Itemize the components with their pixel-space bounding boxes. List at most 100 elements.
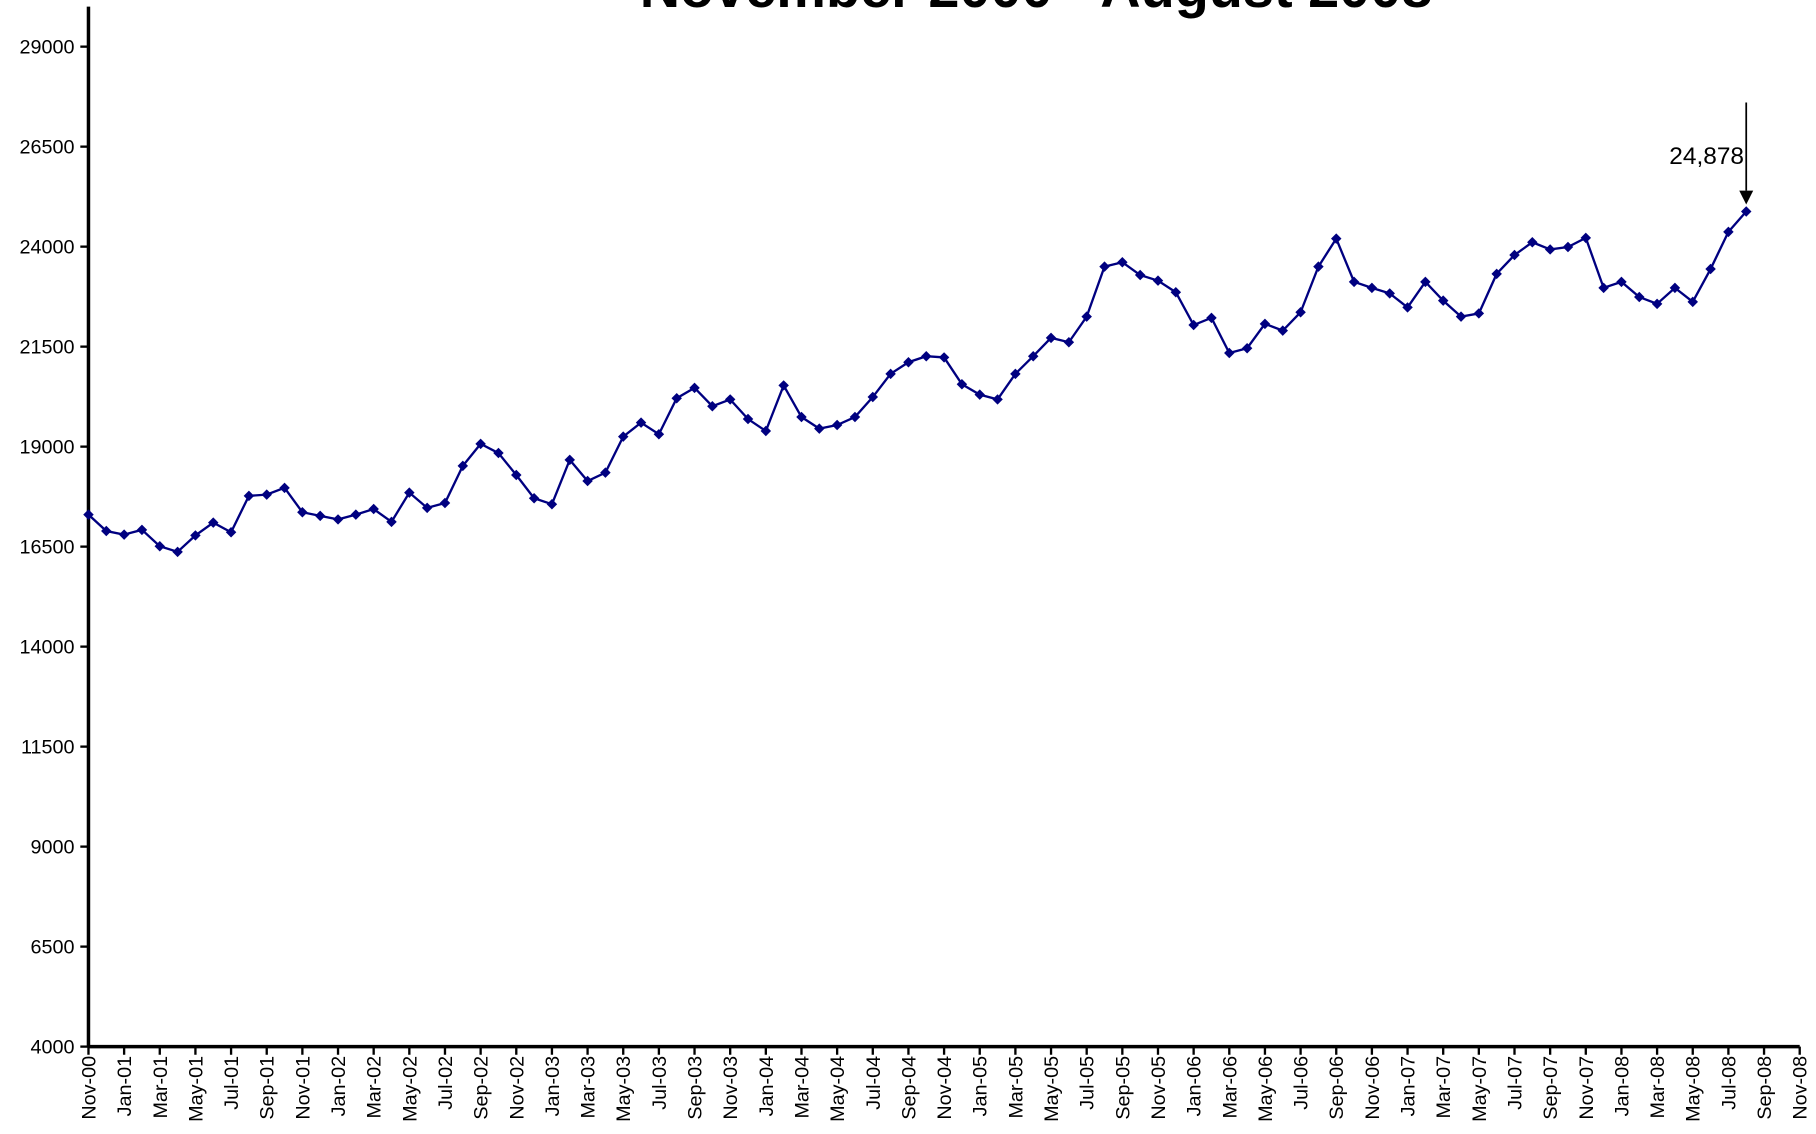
x-tick-label: May-04 xyxy=(827,1056,849,1122)
x-tick-label: Nov-00 xyxy=(78,1056,100,1120)
x-tick-label: Sep-02 xyxy=(471,1056,493,1120)
x-tick-label: Jul-04 xyxy=(863,1056,885,1110)
data-point xyxy=(1705,263,1716,275)
data-point xyxy=(653,428,665,440)
data-point xyxy=(136,524,148,536)
data-point xyxy=(1206,312,1217,324)
data-point xyxy=(1295,306,1306,318)
y-tick-label: 29000 xyxy=(20,37,75,59)
x-tick-label: Mar-04 xyxy=(791,1056,813,1119)
arrow-head xyxy=(1739,190,1754,205)
data-point xyxy=(1366,282,1378,294)
x-tick-label: May-05 xyxy=(1041,1056,1063,1122)
data-point xyxy=(1598,282,1609,294)
data-point xyxy=(1580,232,1592,244)
data-point xyxy=(225,526,237,538)
data-point xyxy=(1259,318,1271,330)
data-point xyxy=(1277,325,1289,336)
data-point xyxy=(243,490,255,502)
data-point xyxy=(511,469,522,481)
data-point xyxy=(1723,226,1734,238)
data-point xyxy=(1687,296,1698,308)
data-point xyxy=(1134,269,1146,281)
data-point xyxy=(1313,261,1324,272)
x-tick-label: Jul-03 xyxy=(649,1056,671,1110)
data-point xyxy=(1420,276,1431,288)
x-tick-label: May-06 xyxy=(1255,1056,1277,1122)
x-tick-label: Jan-01 xyxy=(114,1056,136,1116)
data-point xyxy=(1509,249,1520,261)
data-point xyxy=(297,506,308,518)
x-tick-label: Sep-06 xyxy=(1326,1056,1348,1120)
data-point xyxy=(190,530,201,541)
x-tick-label: Nov-03 xyxy=(720,1056,742,1120)
data-point xyxy=(992,394,1003,405)
data-point xyxy=(1402,302,1413,313)
x-tick-label: May-02 xyxy=(399,1056,421,1122)
data-point xyxy=(368,503,379,515)
y-tick-label: 11500 xyxy=(21,737,75,759)
data-point xyxy=(546,498,558,510)
x-tick-label: Jul-07 xyxy=(1504,1056,1526,1110)
x-tick-label: May-01 xyxy=(185,1056,207,1122)
data-point xyxy=(1152,275,1164,286)
data-point xyxy=(1170,286,1182,298)
data-point xyxy=(208,517,219,528)
data-point xyxy=(831,419,843,431)
data-point xyxy=(1491,268,1502,280)
x-tick-label: May-08 xyxy=(1683,1056,1705,1122)
x-tick-label: Jul-05 xyxy=(1077,1056,1099,1110)
data-point xyxy=(635,417,647,428)
data-point xyxy=(404,487,415,498)
data-point xyxy=(1740,206,1752,217)
data-point xyxy=(154,540,166,552)
x-tick-label: Jan-02 xyxy=(328,1056,350,1116)
data-point xyxy=(778,380,789,391)
y-tick-label: 4000 xyxy=(31,1037,75,1059)
data-point xyxy=(1473,308,1485,319)
data-point xyxy=(1331,233,1342,244)
x-tick-label: Mar-03 xyxy=(578,1056,600,1119)
data-point xyxy=(1384,288,1395,299)
data-point xyxy=(1099,261,1110,272)
x-tick-label: Jul-08 xyxy=(1718,1056,1740,1110)
data-point xyxy=(350,509,362,520)
data-point xyxy=(1348,276,1360,288)
x-tick-label: Nov-07 xyxy=(1576,1056,1598,1120)
y-tick-label: 9000 xyxy=(31,837,75,859)
x-tick-label: Nov-01 xyxy=(292,1056,314,1120)
data-point xyxy=(475,438,486,450)
x-tick-label: Nov-02 xyxy=(506,1056,528,1120)
data-point xyxy=(1562,241,1574,253)
x-tick-label: Jul-01 xyxy=(221,1056,243,1110)
data-point xyxy=(1455,311,1467,322)
data-point xyxy=(974,389,985,400)
data-point xyxy=(1669,282,1681,294)
x-tick-label: Mar-08 xyxy=(1647,1056,1669,1119)
x-tick-label: Nov-05 xyxy=(1148,1056,1170,1120)
series-line xyxy=(87,210,1748,554)
data-point xyxy=(1045,332,1057,344)
x-tick-label: Mar-05 xyxy=(1005,1056,1027,1119)
data-point xyxy=(671,392,682,404)
x-tick-label: Jan-06 xyxy=(1184,1056,1206,1116)
x-tick-label: Mar-07 xyxy=(1433,1056,1455,1119)
x-tick-label: Nov-04 xyxy=(934,1056,956,1120)
x-tick-label: Sep-01 xyxy=(257,1056,279,1120)
data-point xyxy=(314,510,326,522)
data-point xyxy=(261,489,272,500)
data-point xyxy=(564,454,575,466)
data-point xyxy=(279,482,290,494)
x-tick-label: Jan-03 xyxy=(542,1056,564,1116)
x-tick-label: Nov-06 xyxy=(1362,1056,1384,1120)
data-point xyxy=(814,423,825,434)
x-tick-label: Jul-06 xyxy=(1291,1056,1313,1110)
x-tick-label: Nov-08 xyxy=(1790,1056,1812,1120)
data-point xyxy=(1081,311,1092,322)
x-tick-label: Sep-07 xyxy=(1540,1056,1562,1120)
data-point xyxy=(1188,319,1199,331)
x-tick-label: Jul-02 xyxy=(435,1056,457,1110)
data-point xyxy=(101,525,112,537)
